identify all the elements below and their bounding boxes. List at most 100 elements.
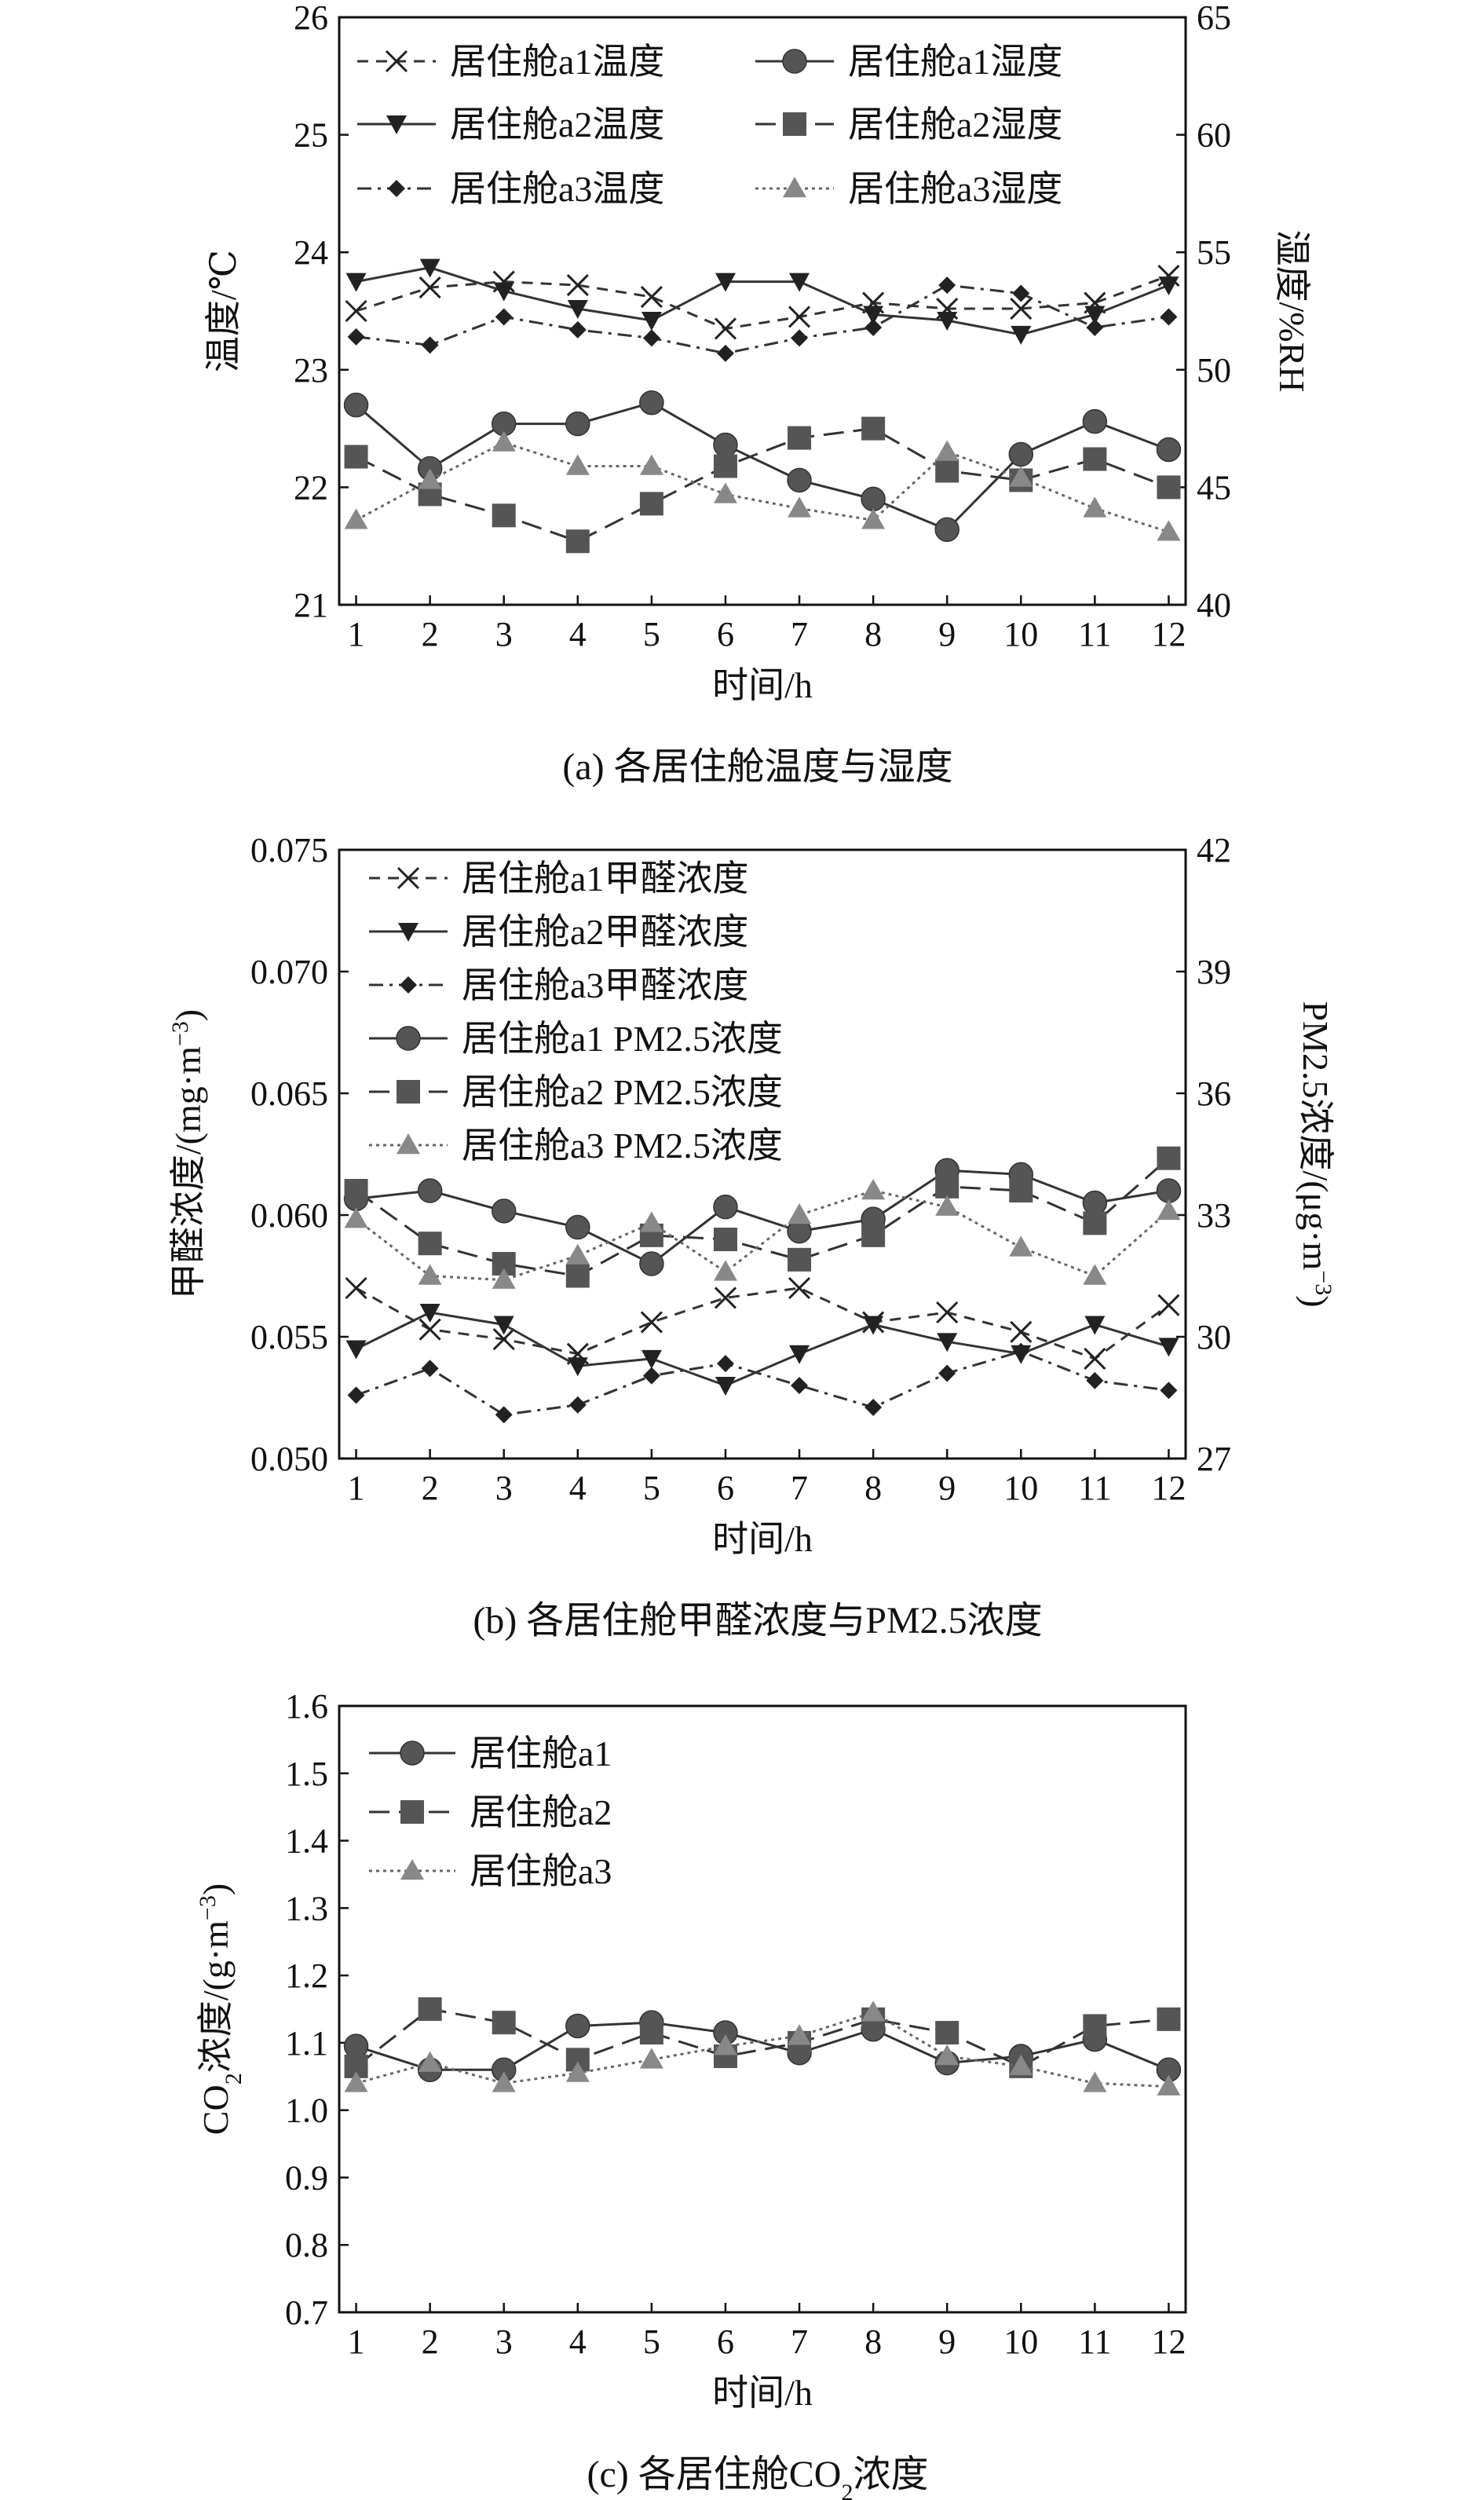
series-line	[355, 2008, 1169, 2068]
series-line	[355, 441, 1169, 533]
data-point	[788, 1247, 812, 1272]
plot-frame	[338, 848, 1187, 1460]
x-tick-label: 12	[1151, 615, 1186, 653]
x-tick-label: 4	[569, 1469, 587, 1507]
series-line	[356, 1169, 1169, 1265]
data-point	[345, 273, 367, 292]
x-tick-label: 7	[791, 1469, 808, 1507]
series-0	[345, 265, 1180, 340]
x-tick-label: 8	[864, 615, 882, 653]
y-tick-label: 23	[294, 351, 328, 390]
data-point	[935, 2044, 959, 2066]
data-point	[639, 492, 663, 516]
legend-label: 居住舱a1 PM2.5浓度	[462, 1019, 783, 1059]
data-point	[1083, 1211, 1107, 1235]
data-point	[343, 392, 369, 418]
data-point	[864, 318, 883, 336]
x-tick-label: 3	[495, 1469, 513, 1507]
data-point	[1010, 297, 1033, 320]
x-tick-label: 4	[569, 2322, 587, 2361]
data-point	[935, 1174, 959, 1199]
data-point	[347, 328, 365, 346]
y-tick-label: 22	[294, 468, 328, 507]
x-tick-label: 2	[422, 2322, 439, 2361]
data-point	[492, 2071, 516, 2092]
data-point	[347, 1386, 365, 1404]
data-point	[1157, 475, 1181, 500]
data-point	[1157, 1294, 1180, 1316]
y2-axis-label: 湿度/%RH	[1272, 230, 1312, 393]
x-tick-label: 9	[938, 615, 956, 653]
y-tick-label: 1.5	[285, 1755, 328, 1793]
series-line	[355, 1157, 1170, 1278]
series-line	[355, 427, 1169, 543]
data-point	[492, 2011, 516, 2035]
data-point	[863, 306, 884, 325]
data-point	[565, 2061, 590, 2082]
x-tick-label: 7	[791, 2322, 808, 2361]
data-point	[788, 1276, 811, 1300]
data-point	[788, 1203, 812, 1224]
x-tick-label: 10	[1003, 2322, 1038, 2361]
data-point	[565, 1243, 590, 1265]
data-point	[1084, 306, 1106, 325]
y-tick-label: 1.1	[285, 2024, 328, 2063]
data-point	[1157, 1146, 1181, 1170]
x-tick-label: 8	[864, 1469, 882, 1507]
x-tick-label: 4	[569, 615, 587, 653]
data-point	[639, 454, 663, 475]
data-point	[937, 1333, 958, 1352]
y-tick-label: 1.6	[285, 1687, 328, 1726]
series-line	[356, 284, 1169, 355]
data-point	[421, 336, 439, 354]
x-tick-label: 11	[1078, 1469, 1111, 1507]
legend-label: 居住舱a3	[470, 1851, 612, 1891]
legend-label: 居住舱a2温度	[450, 104, 664, 145]
data-point	[863, 1316, 884, 1335]
legend-label: 居住舱a3湿度	[848, 169, 1062, 209]
legend-marker	[783, 112, 806, 136]
series-0	[345, 1276, 1180, 1370]
legend-marker	[385, 49, 408, 73]
data-point	[936, 1301, 959, 1324]
series-4	[347, 276, 1178, 362]
series-1	[343, 390, 1182, 543]
series-line	[355, 1189, 1170, 1282]
data-point	[1158, 276, 1179, 296]
data-point	[788, 426, 812, 450]
data-point	[343, 2033, 369, 2059]
series-0	[343, 2010, 1182, 2082]
data-point	[418, 1264, 442, 1285]
series-line	[355, 1311, 1169, 1387]
y-tick-label: 0.075	[250, 831, 328, 869]
y-tick-label: 25	[294, 116, 328, 155]
y-tick-label: 1.2	[285, 1956, 328, 1995]
series-line	[356, 1350, 1169, 1416]
y2-tick-label: 36	[1197, 1074, 1231, 1113]
data-point	[640, 285, 663, 309]
series-3	[344, 416, 1181, 554]
data-point	[1082, 1190, 1108, 1216]
y2-tick-label: 42	[1197, 831, 1231, 869]
x-tick-label: 8	[864, 2322, 882, 2361]
data-point	[565, 529, 590, 554]
data-point	[640, 1311, 663, 1334]
x-tick-label: 2	[422, 615, 439, 653]
x-tick-label: 3	[495, 2322, 513, 2361]
y2-tick-label: 30	[1197, 1318, 1231, 1356]
y-tick-label: 24	[294, 233, 328, 272]
legend-label: 居住舱a1湿度	[848, 42, 1062, 82]
data-point	[937, 311, 958, 331]
data-point	[639, 390, 664, 415]
legend-label: 居住舱a2	[470, 1792, 612, 1832]
data-point	[642, 329, 660, 347]
data-point	[1011, 325, 1032, 345]
figure-caption: (c) 各居住舱CO2浓度	[587, 2454, 929, 2500]
legend-label: 居住舱a3甲醛浓度	[462, 965, 748, 1005]
legend-marker	[400, 1859, 424, 1880]
y2-tick-label: 33	[1197, 1196, 1231, 1235]
data-point	[715, 1377, 736, 1396]
data-point	[1083, 447, 1107, 471]
data-point	[1009, 466, 1033, 487]
